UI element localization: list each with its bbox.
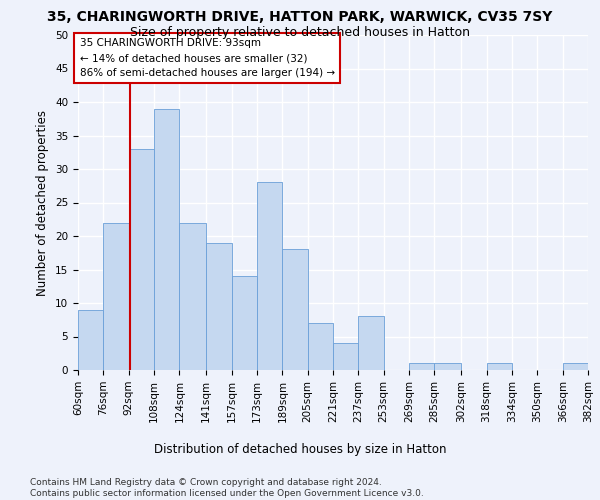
Bar	[434, 364, 461, 370]
Bar	[283, 250, 308, 370]
Y-axis label: Number of detached properties: Number of detached properties	[37, 110, 49, 296]
Bar	[78, 310, 103, 370]
Bar	[358, 316, 383, 370]
Bar	[103, 222, 128, 370]
Bar	[563, 364, 588, 370]
Bar	[257, 182, 283, 370]
Bar	[409, 364, 434, 370]
Text: 35, CHARINGWORTH DRIVE, HATTON PARK, WARWICK, CV35 7SY: 35, CHARINGWORTH DRIVE, HATTON PARK, WAR…	[47, 10, 553, 24]
Bar	[333, 343, 358, 370]
Text: Distribution of detached houses by size in Hatton: Distribution of detached houses by size …	[154, 442, 446, 456]
Bar	[206, 242, 232, 370]
Bar	[128, 149, 154, 370]
Bar	[154, 108, 179, 370]
Bar	[308, 323, 333, 370]
Text: Contains HM Land Registry data © Crown copyright and database right 2024.
Contai: Contains HM Land Registry data © Crown c…	[30, 478, 424, 498]
Bar	[179, 222, 206, 370]
Text: Size of property relative to detached houses in Hatton: Size of property relative to detached ho…	[130, 26, 470, 39]
Bar	[232, 276, 257, 370]
Text: 35 CHARINGWORTH DRIVE: 93sqm
← 14% of detached houses are smaller (32)
86% of se: 35 CHARINGWORTH DRIVE: 93sqm ← 14% of de…	[80, 38, 335, 78]
Bar	[487, 364, 512, 370]
